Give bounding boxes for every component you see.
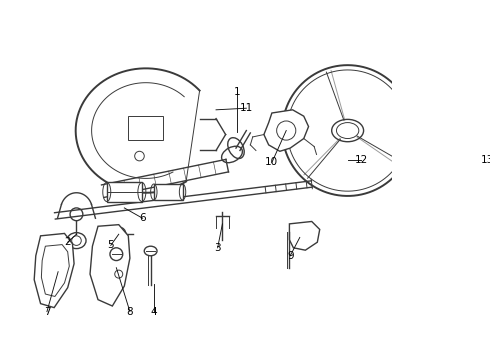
Text: 8: 8 <box>126 307 133 316</box>
Text: 1: 1 <box>233 87 240 97</box>
Polygon shape <box>264 110 309 151</box>
Text: 6: 6 <box>139 213 146 223</box>
Text: 10: 10 <box>265 157 278 167</box>
Text: 2: 2 <box>64 237 71 247</box>
Text: 5: 5 <box>107 240 114 251</box>
Polygon shape <box>154 184 183 200</box>
Text: 3: 3 <box>214 243 221 253</box>
Text: 11: 11 <box>240 103 253 113</box>
Text: 13: 13 <box>481 155 490 165</box>
Text: 7: 7 <box>44 307 50 316</box>
Polygon shape <box>128 116 163 140</box>
Text: 4: 4 <box>150 307 157 316</box>
Polygon shape <box>90 225 130 306</box>
Text: 12: 12 <box>355 155 368 165</box>
Text: 9: 9 <box>287 251 294 261</box>
Polygon shape <box>290 221 319 250</box>
Polygon shape <box>34 233 74 307</box>
Polygon shape <box>107 183 142 202</box>
